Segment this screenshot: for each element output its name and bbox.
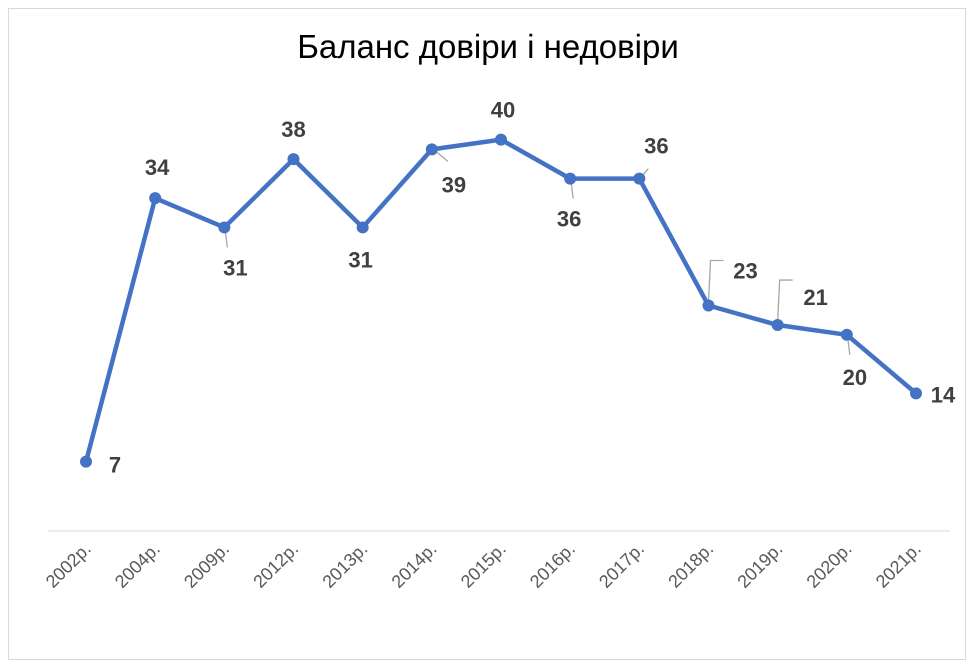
data-label-2019р.: 21 — [803, 285, 827, 310]
data-point-2021р. — [910, 387, 922, 400]
x-tick-label: 2021р. — [872, 539, 925, 592]
data-label-leader-line — [707, 259, 724, 302]
data-point-2012р. — [287, 153, 300, 166]
x-tick-label: 2004р. — [111, 539, 164, 592]
data-label-leader-line — [224, 231, 228, 248]
x-tick-label: 2012р. — [249, 539, 302, 592]
data-point-2017р. — [633, 172, 646, 185]
series-line — [83, 137, 918, 463]
data-label-2004р.: 34 — [145, 155, 170, 180]
data-label-2018р.: 23 — [733, 259, 757, 284]
x-tick-label: 2019р. — [733, 539, 786, 592]
data-point-2015р. — [495, 133, 507, 146]
data-label-leader-line — [777, 279, 793, 322]
data-label-2021р.: 14 — [931, 382, 956, 407]
x-tick-label: 2014р. — [388, 539, 441, 592]
x-tick-label: 2013р. — [318, 539, 371, 592]
data-label-2009р.: 31 — [223, 255, 247, 280]
data-label-2012р.: 38 — [281, 117, 305, 142]
data-point-2004р. — [149, 192, 162, 205]
data-point-2009р. — [218, 221, 231, 234]
data-point-2002р. — [80, 455, 92, 468]
chart-border — [8, 8, 966, 660]
x-tick-label: 2018р. — [664, 539, 717, 592]
data-point-2019р. — [771, 319, 784, 332]
data-label-2017р.: 36 — [644, 134, 668, 159]
data-label-2013р.: 31 — [348, 247, 372, 272]
x-tick-label: 2015р. — [457, 539, 510, 592]
data-point-2013р. — [356, 221, 369, 234]
chart-title: Баланс довіри і недовіри — [297, 28, 679, 65]
data-point-2014р. — [425, 143, 438, 156]
data-label-leader-line — [847, 338, 851, 355]
data-label-2014р.: 39 — [442, 172, 466, 197]
x-tick-label: 2020р. — [803, 539, 856, 592]
x-tick-label: 2009р. — [180, 539, 233, 592]
data-label-leader-line — [570, 182, 574, 199]
data-label-leader-line — [435, 150, 449, 162]
data-label-2016р.: 36 — [557, 207, 581, 232]
x-tick-label: 2016р. — [526, 539, 579, 592]
data-label-2020р.: 20 — [843, 365, 867, 390]
data-point-2020р. — [840, 328, 853, 341]
data-point-2018р. — [702, 299, 715, 312]
x-tick-label: 2002р. — [42, 539, 95, 592]
x-tick-label: 2017р. — [595, 539, 648, 592]
data-label-2015р.: 40 — [491, 98, 515, 123]
data-point-2016р. — [564, 172, 577, 185]
data-label-2002р.: 7 — [109, 453, 121, 478]
